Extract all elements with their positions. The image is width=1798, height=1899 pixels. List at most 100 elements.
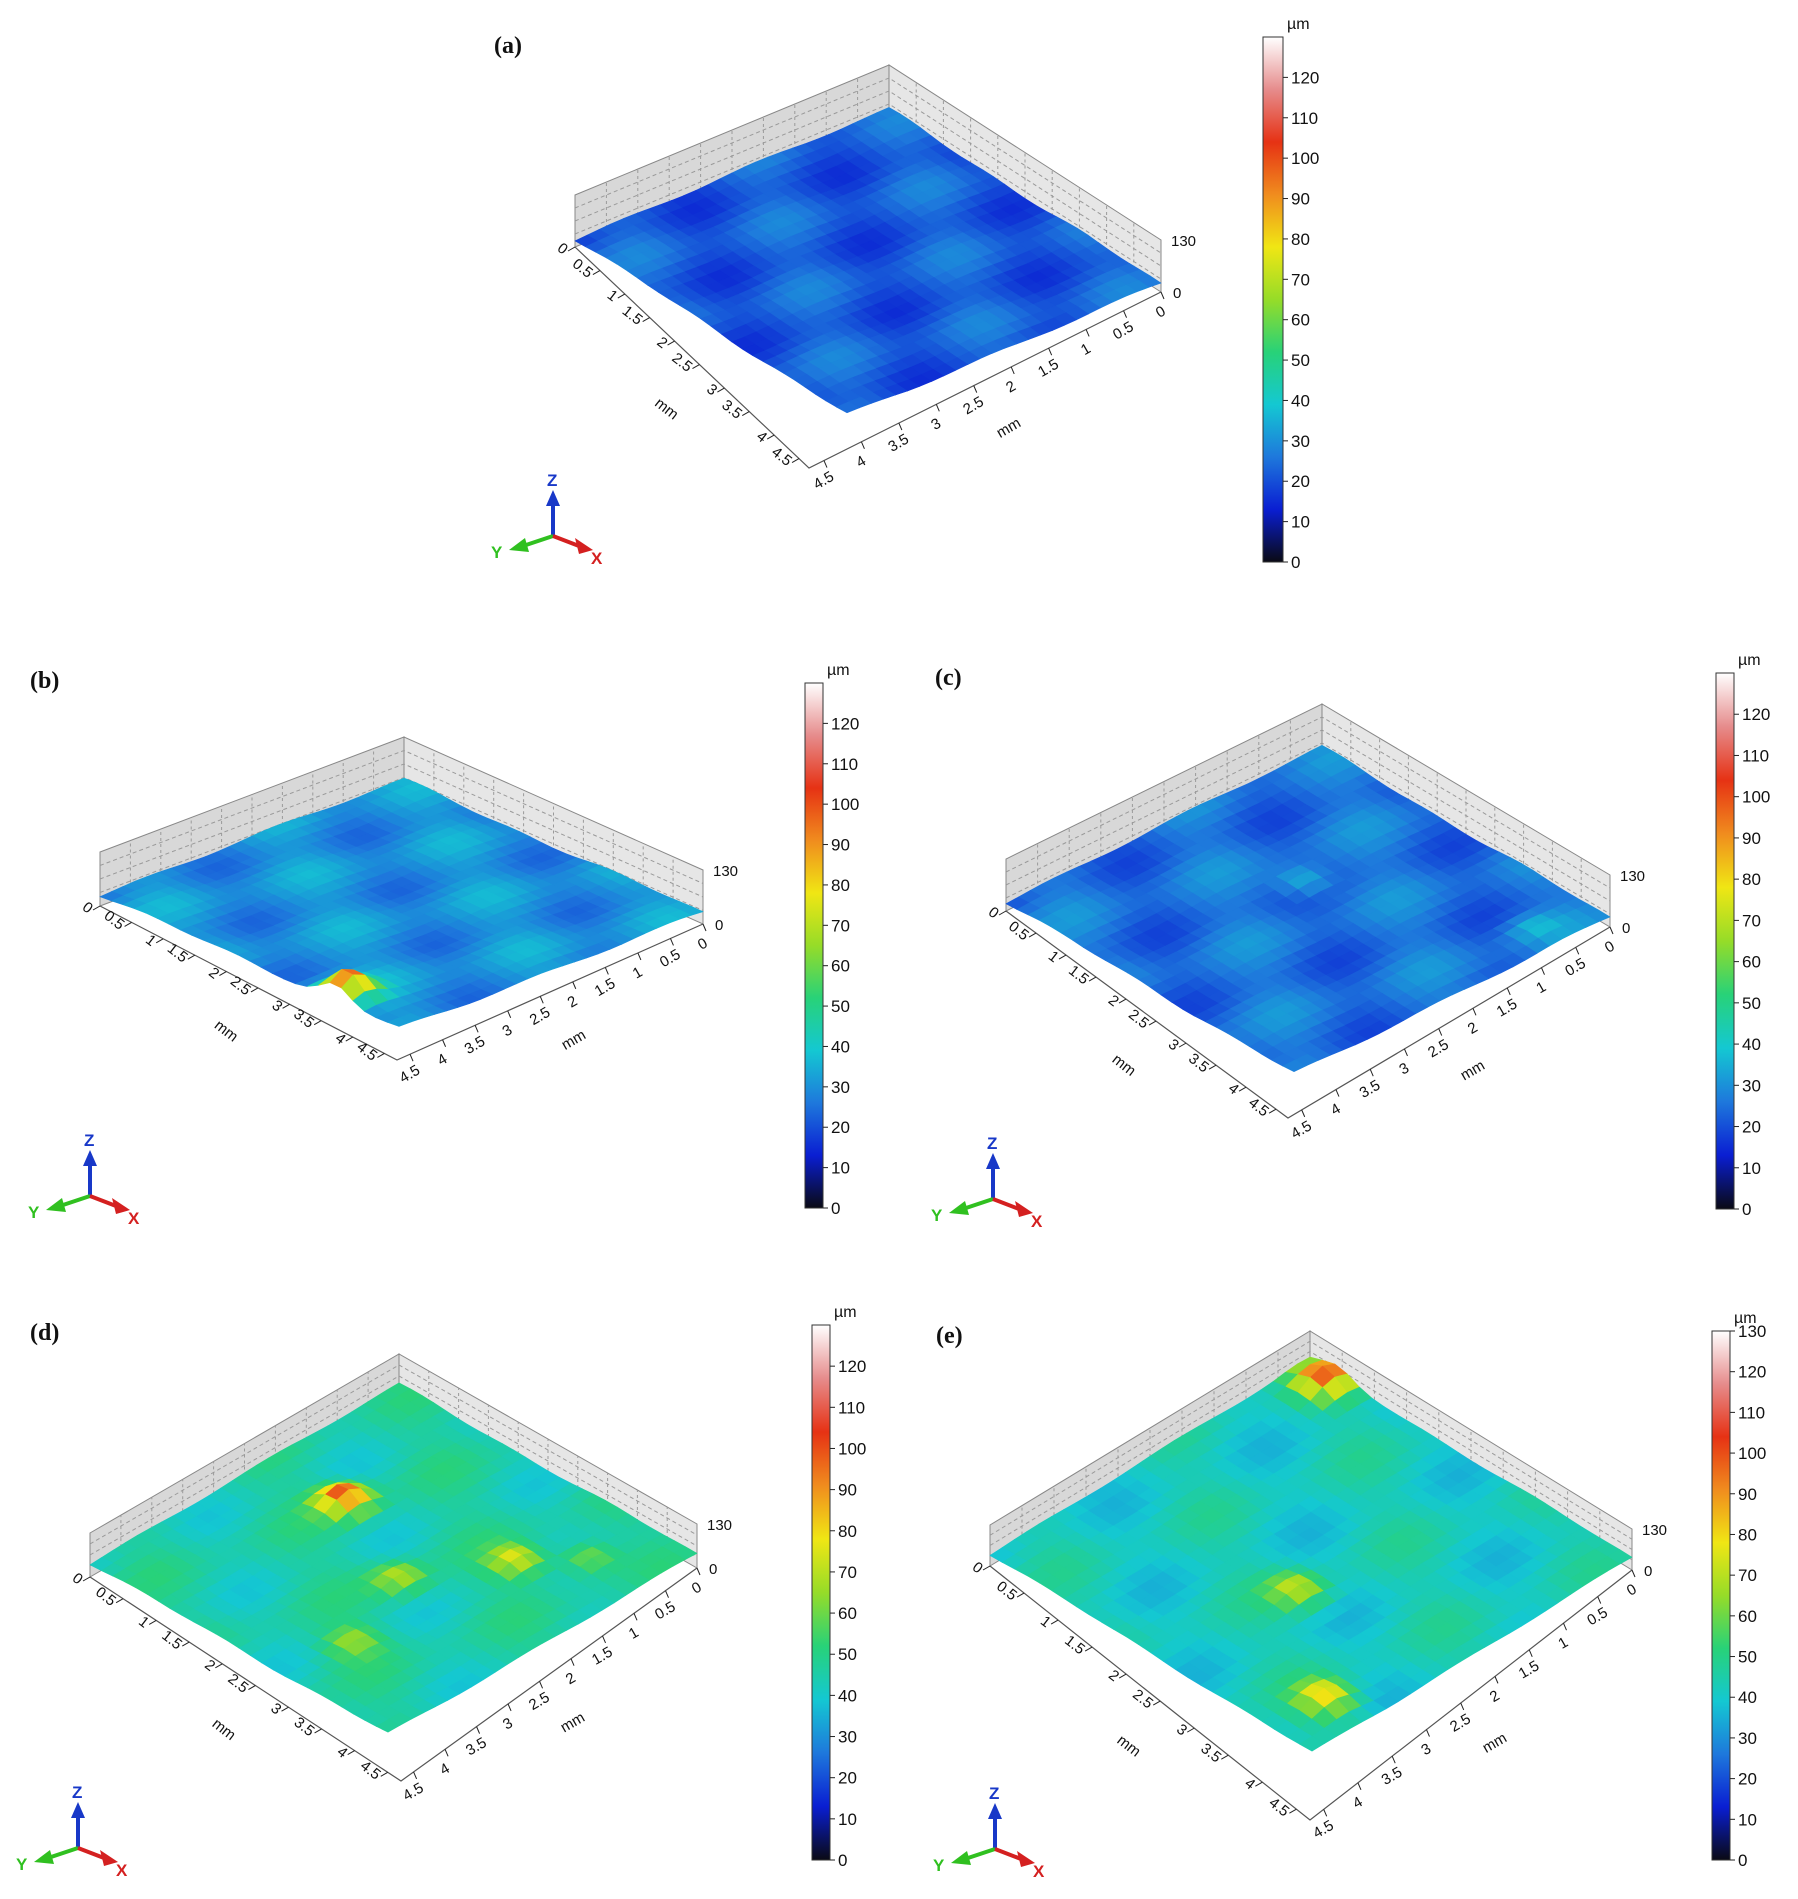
colorbar-tick-label: 20 (838, 1769, 857, 1788)
colorbar-tick-label: 110 (1291, 109, 1318, 128)
y-arrow-icon (951, 1851, 971, 1865)
z-axis: 0 130 (1171, 233, 1196, 302)
x-tick-label: 2.5 (669, 349, 696, 375)
x-axis-letter: X (1033, 1862, 1045, 1881)
wall-grid-line (1005, 742, 1611, 915)
y-tick (1597, 1596, 1602, 1604)
x-axis-label: mm (651, 395, 681, 424)
colorbar: 0 10 20 30 40 50 60 70 80 90 100 110 120 µm (1715, 652, 1770, 1219)
y-tick (696, 1567, 701, 1576)
colorbar-tick-label: 80 (1291, 230, 1310, 249)
y-tick-label: 4 (437, 1760, 453, 1779)
y-tick-label: 4.5 (810, 468, 837, 493)
x-tick (282, 1003, 290, 1009)
x-tick (692, 364, 700, 369)
surface (99, 777, 704, 1027)
colorbar-tick-label: 50 (838, 1645, 857, 1664)
x-tick (1208, 1064, 1217, 1070)
z-tick-label: 0 (709, 1561, 717, 1578)
x-tick-label: 4 (1241, 1775, 1258, 1794)
y-arrow-icon (34, 1850, 54, 1864)
axis-indicator: Z Y X (933, 1784, 1045, 1881)
x-tick-label: 1.5 (1065, 962, 1092, 988)
z-axis-letter: Z (987, 1134, 997, 1153)
y-tick (898, 422, 903, 431)
y-axis-letter: Y (491, 543, 503, 562)
x-tick (791, 458, 800, 464)
surface (1005, 744, 1611, 1073)
x-tick (313, 1020, 322, 1026)
colorbar-tick-label: 80 (831, 876, 850, 895)
x-tick-label: 2.5 (1125, 1006, 1152, 1032)
colorbar-tick-label: 10 (1742, 1159, 1761, 1178)
x-arrow-icon (1015, 1201, 1033, 1217)
y-tick (1494, 1676, 1499, 1684)
colorbar-tick-label: 30 (1742, 1076, 1761, 1095)
base-edge (989, 1565, 1633, 1821)
colorbar-tick-label: 110 (838, 1398, 865, 1417)
y-tick-label: 3 (1418, 1740, 1434, 1759)
z-arrow-icon (988, 1803, 1002, 1819)
y-tick (444, 1749, 449, 1757)
x-axis-letter: X (116, 1861, 128, 1880)
base-edge (89, 1567, 698, 1782)
surface (574, 107, 1162, 414)
y-tick-label: 0 (689, 1579, 705, 1598)
y-tick-label: 4 (853, 452, 869, 471)
y-tick (1404, 1048, 1408, 1057)
z-axis-letter: Z (72, 1783, 82, 1802)
colorbar-tick-label: 0 (831, 1199, 840, 1218)
y-tick (442, 1039, 447, 1047)
y-axis-label: mm (1458, 1057, 1488, 1084)
wall-grid-line (574, 103, 1162, 280)
x-tick-label: 4.5 (768, 444, 795, 470)
colorbar-tick-label: 10 (831, 1159, 850, 1178)
x-arrow-shaft (994, 1847, 1022, 1861)
y-arrow-shaft (962, 1197, 994, 1211)
y-tick-label: 2 (1465, 1019, 1481, 1038)
x-axis-label: mm (209, 1715, 239, 1744)
y-tick-label: 4 (1350, 1793, 1366, 1812)
x-tick (1289, 1808, 1297, 1814)
x-tick-label: 2 (1105, 992, 1122, 1011)
x-tick (124, 921, 132, 927)
y-tick-label: 1.5 (592, 975, 619, 1000)
colorbar-tick-label: 30 (1291, 432, 1310, 451)
wall-grid-line (1005, 729, 1611, 902)
x-arrow-shaft (77, 1846, 105, 1860)
y-tick (1160, 291, 1165, 300)
y-tick-label: 2 (565, 993, 581, 1012)
y-tick (604, 967, 609, 975)
colorbar-unit: µm (1738, 652, 1761, 669)
back-walls (99, 736, 704, 925)
colorbar-tick-label: 70 (1742, 911, 1761, 930)
colorbar-tick-label: 90 (1291, 190, 1310, 209)
x-tick-label: 0.5 (101, 907, 128, 933)
x-tick-label: 1.5 (158, 1627, 185, 1653)
x-tick (592, 270, 601, 275)
z-arrow-icon (83, 1150, 97, 1166)
colorbar-tick-label: 40 (1291, 391, 1310, 410)
y-axis-label: mm (559, 1026, 589, 1053)
colorbar-tick-label: 110 (1742, 746, 1769, 765)
x-tick-label: 4 (334, 1743, 351, 1762)
colorbar-tick-label: 70 (838, 1563, 857, 1582)
x-tick (377, 1053, 385, 1058)
x-tick (567, 246, 576, 252)
colorbar-tick-label: 60 (1291, 311, 1310, 330)
y-tick-label: 0.5 (657, 946, 684, 971)
x-tick-label: 2 (201, 1656, 218, 1675)
y-tick (823, 460, 828, 468)
x-tick-label: 4 (332, 1030, 349, 1049)
x-axis-label: mm (211, 1017, 241, 1046)
x-tick-label: 3.5 (718, 396, 745, 422)
z-axis-letter: Z (547, 471, 557, 490)
y-tick (413, 1771, 418, 1780)
panel-d: (d) 0 0.5 1 1.5 2 2.5 3 3.5 4 4.5 mm 4.5 4 3.5 3 2.5 2 1.5… (16, 1304, 866, 1880)
colorbar-tick-label: 40 (1738, 1688, 1757, 1707)
colorbar-tick-label: 110 (1738, 1403, 1765, 1422)
z-tick-label: 130 (1642, 1522, 1667, 1539)
x-arrow-shaft (552, 534, 580, 548)
base-edge (1005, 910, 1611, 1119)
panel-label: (a) (494, 33, 522, 59)
